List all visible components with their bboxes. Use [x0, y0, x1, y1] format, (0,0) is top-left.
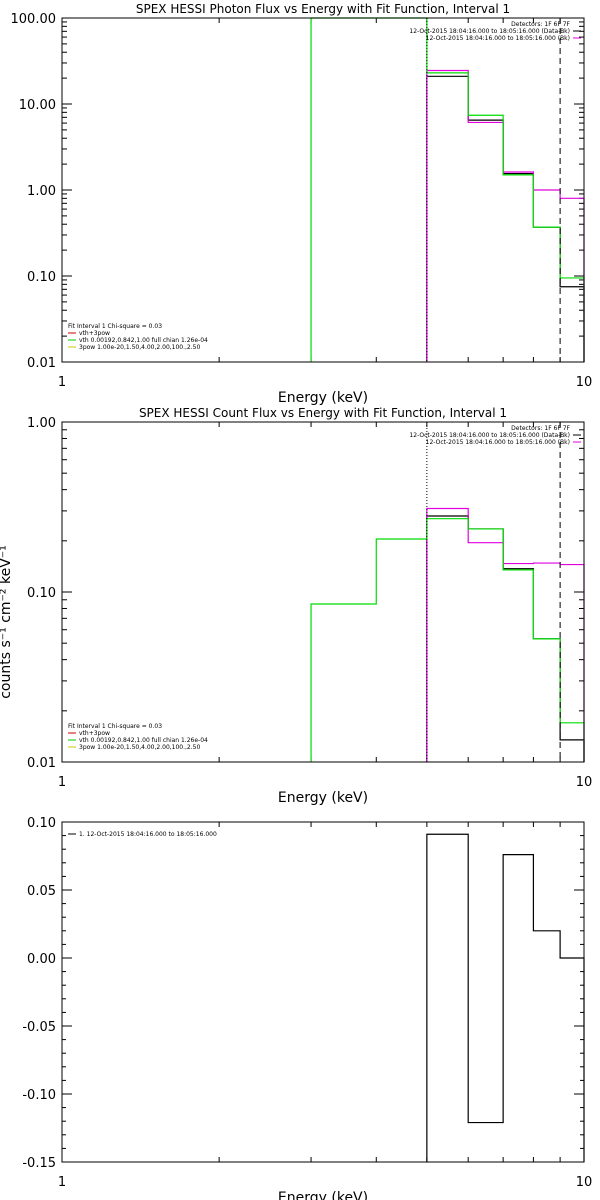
plot-frame [61, 17, 585, 363]
info-line: Detectors: 1F 6F 7F [511, 21, 570, 28]
legend-entry: 3pow 1.00e-20,1.50,4.00,2.00,100.,2.50 [79, 344, 200, 351]
chart-title: SPEX HESSI Count Flux vs Energy with Fit… [139, 406, 507, 420]
x-tick-label: 1 [58, 1175, 66, 1190]
info-line: 12-Oct-2015 18:04:16.000 to 18:05:16.000… [409, 28, 570, 35]
x-axis-label: Energy (keV) [278, 390, 368, 406]
legend-entry: vth 0.00192,0.842,1.00 full chian 1.26e-… [79, 737, 208, 744]
series-0-line [426, 833, 585, 1162]
series-1-line [426, 69, 585, 362]
legend-entry: vth 0.00192,0.842,1.00 full chian 1.26e-… [79, 337, 208, 344]
panel-1: SPEX HESSI Photon Flux vs Energy with Fi… [11, 2, 593, 406]
x-tick-label: 10 [576, 375, 593, 390]
x-axis-label: Energy (keV) [278, 790, 368, 806]
y-tick-label: 1.00 [27, 184, 56, 199]
x-tick-label: 10 [576, 1175, 593, 1190]
y-tick-label: -0.15 [22, 1156, 56, 1171]
chart-title: SPEX HESSI Photon Flux vs Energy with Fi… [136, 2, 510, 16]
info-line: Detectors: 1F 6F 7F [511, 425, 570, 432]
y-tick-label: 0.10 [27, 270, 56, 285]
y-tick-label: 0.01 [27, 756, 56, 771]
series-2-line [310, 518, 585, 762]
legend-entry: vth+3pow [79, 730, 110, 737]
y-tick-label: 0.10 [27, 816, 56, 831]
info-line: 12-Oct-2015 18:04:16.000 to 18:05:16.000… [409, 432, 570, 439]
y-tick-label: -0.05 [22, 1020, 56, 1035]
info-line: 12-Oct-2015 18:04:16.000 to 18:05:16.000… [426, 35, 570, 42]
legend-entry: 3pow 1.00e-20,1.50,4.00,2.00,100.,2.50 [79, 744, 200, 751]
y-tick-label: 10.00 [19, 98, 56, 113]
series-0-line [426, 515, 585, 762]
y-tick-label: 0.10 [27, 586, 56, 601]
legend-entry: vth+3pow [79, 330, 110, 337]
plot-frame [61, 821, 585, 1163]
plot-frame [61, 421, 585, 763]
y-axis-label: counts s⁻¹ cm⁻² keV⁻¹ [0, 545, 14, 699]
legend-entry: Fit Interval 1 Chi-square = 0.03 [68, 723, 162, 730]
panel-2: SPEX HESSI Count Flux vs Energy with Fit… [0, 406, 592, 806]
info-line: 12-Oct-2015 18:04:16.000 to 18:05:16.000… [426, 439, 570, 446]
y-tick-label: -0.10 [22, 1088, 56, 1103]
y-tick-label: 1.00 [27, 416, 56, 431]
x-axis-label: Energy (keV) [278, 1190, 368, 1200]
x-tick-label: 1 [58, 775, 66, 790]
series-0-line [426, 75, 585, 362]
series-1-line [426, 507, 585, 762]
y-tick-label: 0.01 [27, 356, 56, 371]
legend-entry: Fit Interval 1 Chi-square = 0.03 [68, 323, 162, 330]
y-tick-label: 100.00 [11, 12, 57, 27]
x-tick-label: 1 [58, 375, 66, 390]
legend-entry: 1. 12-Oct-2015 18:04:16.000 to 18:05:16.… [79, 831, 217, 838]
y-tick-label: 0.00 [27, 952, 56, 967]
x-tick-label: 10 [576, 775, 593, 790]
panel-3: 0.10 0.05 0.00 -0.05 -0.10 -0.151 10 Energy (ke… [22, 816, 592, 1200]
y-tick-label: 0.05 [27, 884, 56, 899]
